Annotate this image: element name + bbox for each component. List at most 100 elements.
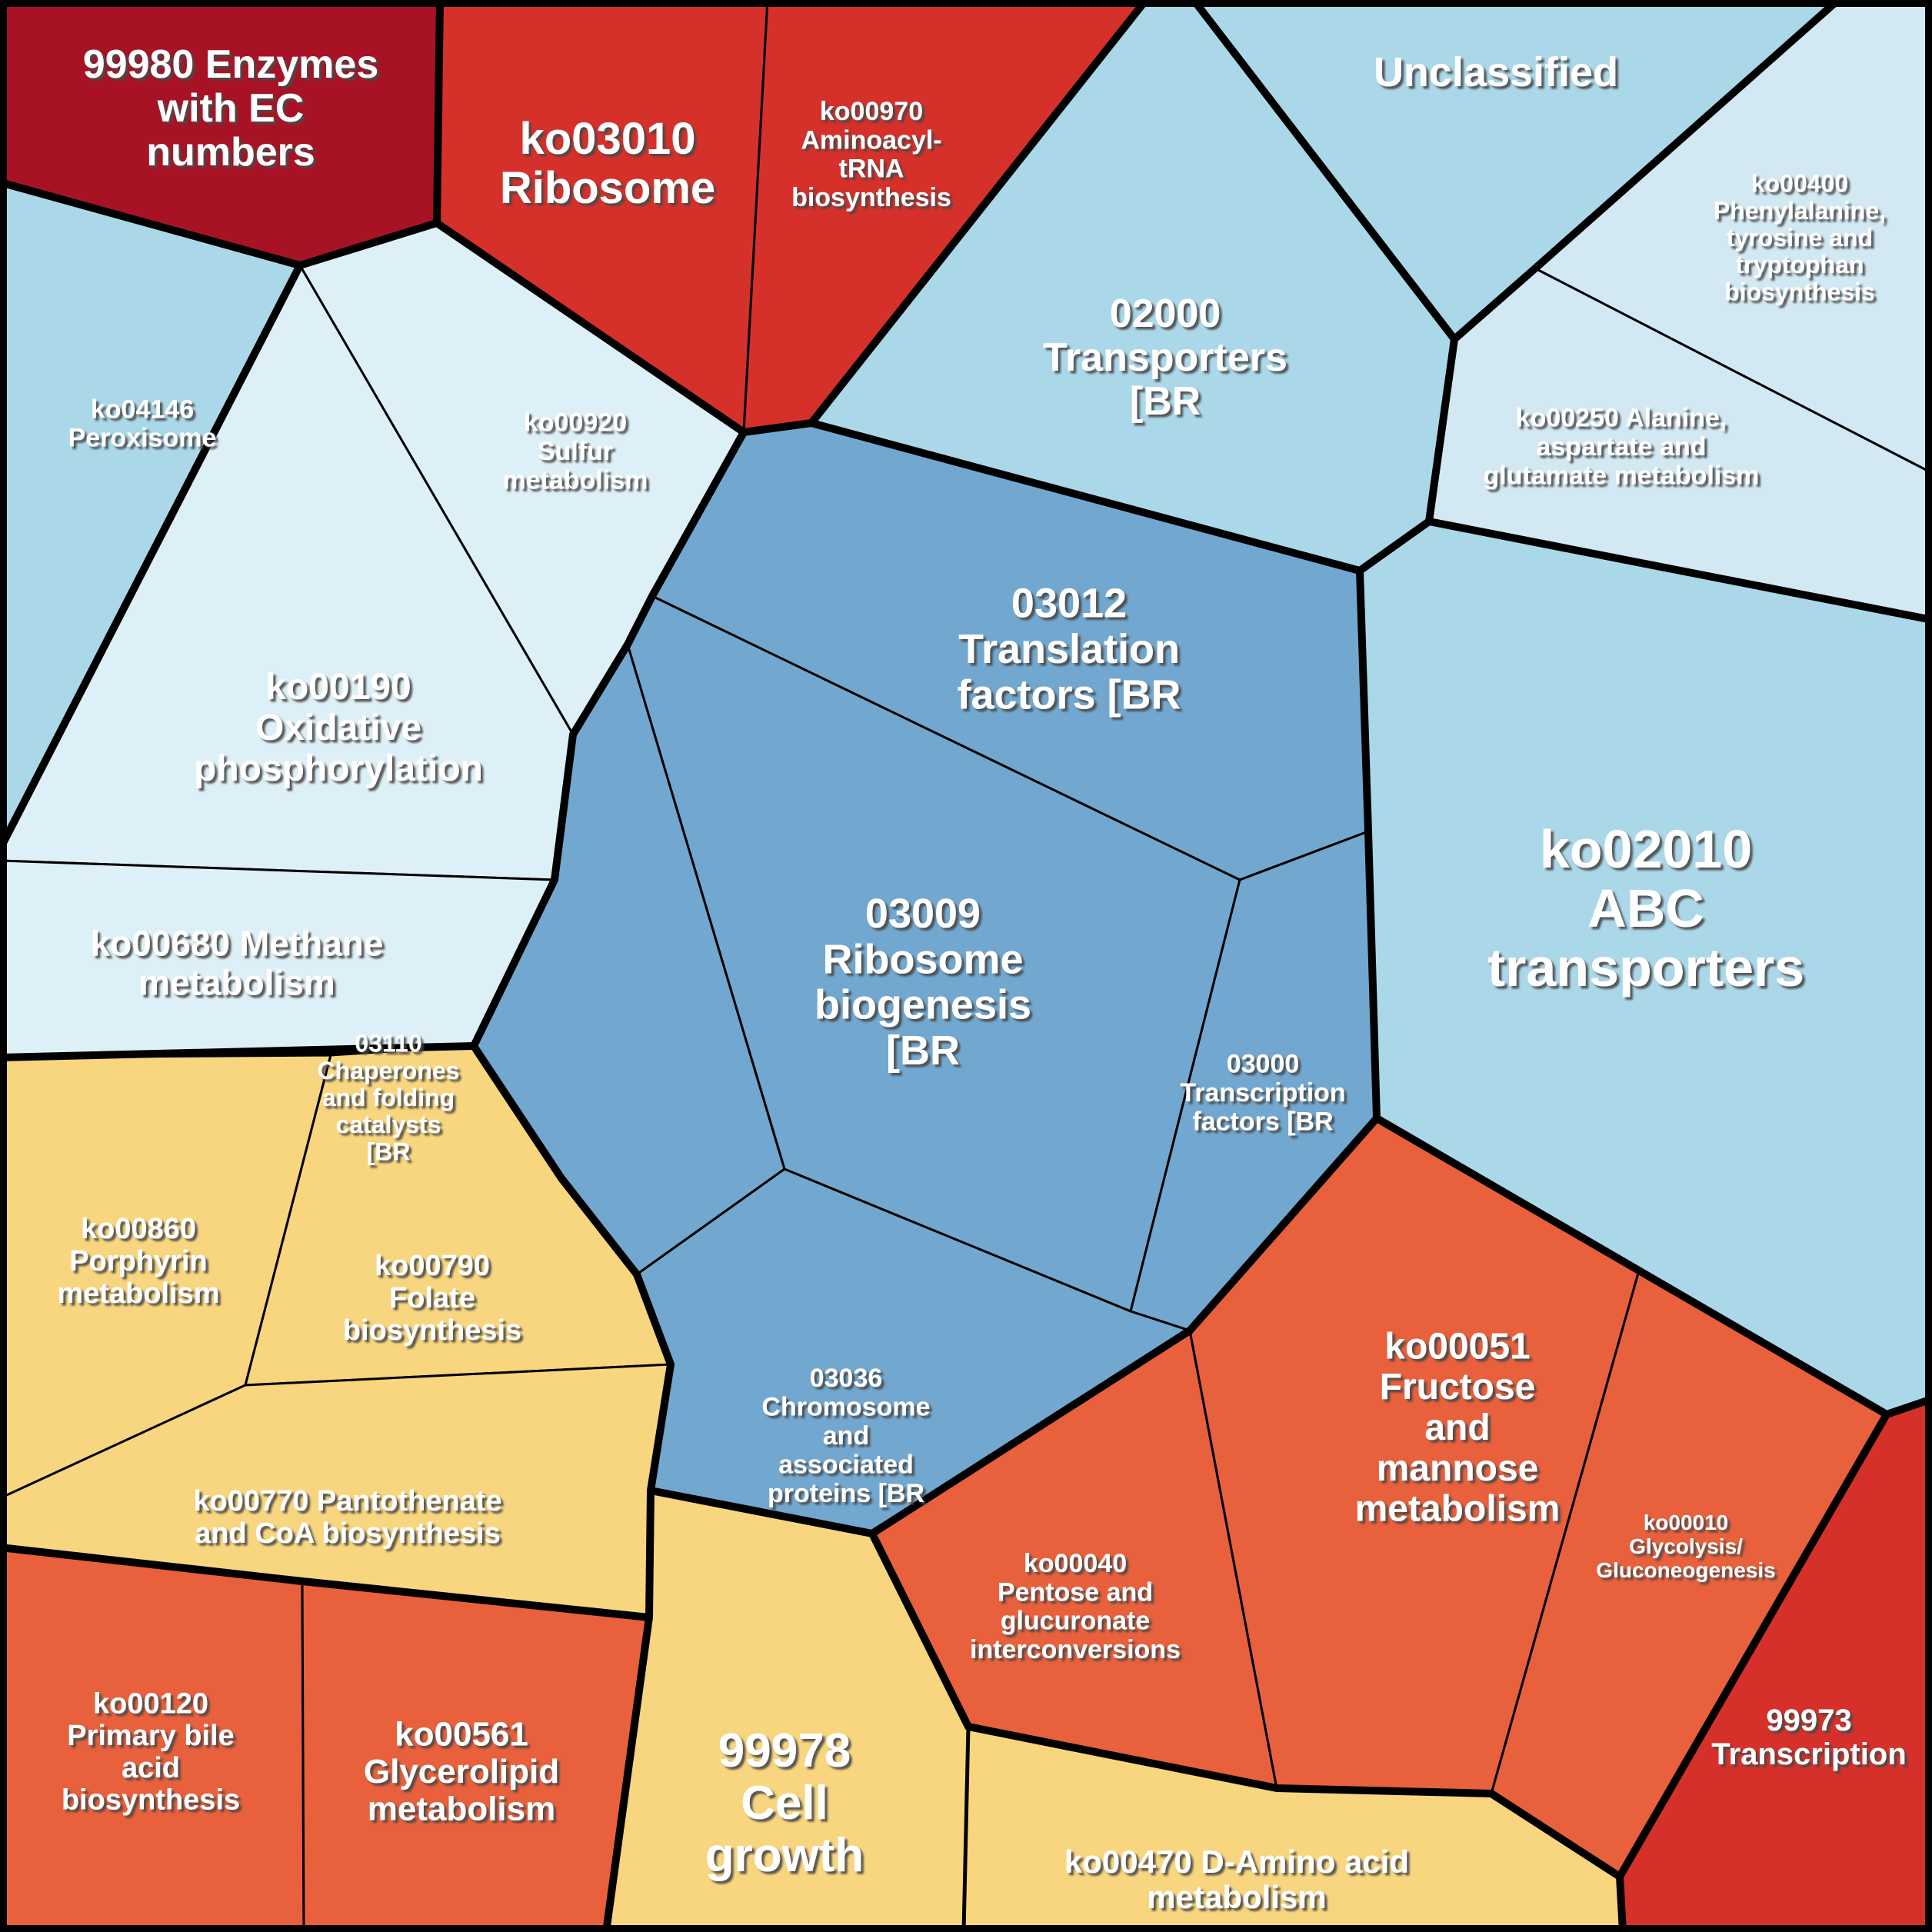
group-border <box>0 1042 478 1061</box>
group-border <box>0 261 304 853</box>
cell-label-line: ko02010 <box>1540 819 1752 879</box>
cell-label-line: Translation <box>958 626 1180 672</box>
cell-label-line: tryptophan <box>1735 251 1864 278</box>
cell-label-line: and CoA biosynthesis <box>195 1517 501 1550</box>
cell-label-99980: 99980 Enzymes with EC numbers <box>83 42 379 175</box>
cell-label-line: 03009 <box>865 891 981 937</box>
cell-label-line: metabolism <box>503 465 648 495</box>
cell-label-line: [BR <box>367 1138 411 1165</box>
group-border <box>0 1544 653 1621</box>
cell-label-line: [BR <box>886 1028 960 1074</box>
cell-label-line: Phenylalanine, <box>1714 197 1886 225</box>
cell-label-line: and folding <box>322 1084 455 1111</box>
cell-label-line: biosynthesis <box>62 1784 240 1817</box>
cell-label-line: ABC <box>1587 878 1704 938</box>
cell-label-line: ko00400 <box>1751 170 1848 198</box>
cell-label-ko00400: ko00400 Phenylalanine, tyrosine and tryptop… <box>1714 170 1886 306</box>
cell-label-99978: 99978 Cell growth <box>705 1724 864 1882</box>
cell-label-ko00680: ko00680 Methane metabolism <box>91 924 384 1003</box>
cell-label-line: factors [BR <box>1192 1107 1333 1136</box>
cell-label-line: Pentose and <box>998 1577 1153 1607</box>
cell-label-line: metabolism <box>368 1790 556 1827</box>
cell-label-line: 03000 <box>1227 1050 1300 1079</box>
cell-label-line: metabolism <box>1355 1489 1561 1530</box>
cell-label-line: Fructose <box>1380 1367 1536 1407</box>
cell-label-ko00470: ko00470 D-Amino acid metabolism <box>1064 1844 1409 1915</box>
cell-label-line: proteins [BR <box>768 1479 924 1508</box>
cell-label-line: associated <box>778 1450 914 1479</box>
cell-label-line: Chromosome <box>761 1393 930 1422</box>
cell-label-line: metabolism <box>1147 1879 1326 1915</box>
cell-label-line: 99973 <box>1766 1704 1851 1737</box>
cell-label-03000: 03000 Transcription factors [BR <box>1180 1050 1345 1137</box>
group-border <box>1616 1395 1932 1932</box>
group-border <box>868 1327 1194 1537</box>
cell-label-line: Chaperones <box>318 1057 460 1084</box>
cell-label-ko00860: ko00860 Porphyrin metabolism <box>57 1213 219 1310</box>
cell-label-line: metabolism <box>57 1277 219 1310</box>
cell-label-ko00120: ko00120 Primary bile acid biosynthesis <box>62 1687 240 1816</box>
cell-label-line: ko00920 <box>524 408 627 438</box>
cell-label-ko00970: ko00970 Aminoacyl-tRNA biosynthesis <box>791 97 951 212</box>
cell-label-line: biosynthesis <box>343 1314 521 1347</box>
cell-label-line: interconversions <box>970 1635 1181 1664</box>
group-border <box>1451 0 1842 343</box>
cell-label-ko03010: ko03010 Ribosome <box>500 114 715 213</box>
cell-label-ko00790: ko00790 Folate biosynthesis <box>343 1250 521 1347</box>
cell-label-line: phosphorylation <box>194 748 483 789</box>
cell-label-line: ko00790 <box>375 1250 490 1282</box>
group-border <box>964 1723 1624 1880</box>
cell-label-ko00770: ko00770 Pantothenate and CoA biosynthesis <box>193 1485 501 1550</box>
cell-label-03036: 03036 Chromosome and associated proteins [BR <box>761 1364 930 1508</box>
cell-label-line: 02000 <box>1110 291 1221 336</box>
cell-label-line: Aminoacyl- <box>801 125 941 155</box>
cell-label-line: ko00120 <box>93 1687 208 1720</box>
cell-label-line: catalysts <box>336 1111 441 1138</box>
cell-label-ko00250: ko00250 Alanine, aspartate and glutamate m… <box>1484 404 1760 491</box>
cell-label-line: Sulfur <box>538 437 613 466</box>
cell-label-line: 03036 <box>810 1364 883 1393</box>
group-border <box>470 1042 675 1494</box>
cell-label-line: metabolism <box>138 962 335 1002</box>
cell-label-line: Ribosome <box>500 163 715 213</box>
cell-label-line: transporters <box>1487 938 1804 998</box>
group-border <box>1186 1114 1381 1334</box>
cell-label-line: glucuronate <box>1001 1607 1151 1636</box>
group-border <box>1356 567 1890 1418</box>
cell-label-line: Primary bile <box>67 1720 235 1752</box>
cell-label-line: 99980 Enzymes <box>83 42 379 87</box>
group-border <box>645 1487 655 1621</box>
cell-label-line: and <box>823 1421 869 1451</box>
cell-label-line: Porphyrin <box>69 1245 207 1277</box>
cell-label-line: Peroxisome <box>68 424 217 453</box>
group-border <box>602 1614 653 1932</box>
cell-label-line: acid <box>122 1752 180 1784</box>
group-border <box>961 1724 971 1932</box>
cell-label-line: Oxidative <box>255 708 421 748</box>
cell-label-ko00190: ko00190 Oxidative phosphorylation <box>194 667 483 789</box>
cell-label-line: 03110 <box>355 1030 421 1058</box>
cell-label-Unclassified: Unclassified <box>1374 49 1618 95</box>
cell-label-line: biogenesis <box>814 982 1031 1028</box>
cell-label-line: ko00561 <box>395 1716 528 1754</box>
cell-label-line: Ribosome <box>822 936 1023 982</box>
cell-label-99973: 99973 Transcription <box>1711 1704 1906 1771</box>
group-border <box>868 1530 972 1730</box>
cell-label-line: ko00680 Methane <box>91 924 384 964</box>
cell-label-line: ko00040 <box>1024 1549 1127 1578</box>
cell-label-line: Transcription <box>1180 1078 1345 1108</box>
cell-label-02000: 02000 Transporters [BR <box>1043 291 1287 424</box>
cell-label-line: ko04146 <box>91 395 194 424</box>
cell-label-line: ko00051 <box>1384 1326 1531 1367</box>
cell-label-line: 99978 <box>718 1724 851 1777</box>
cell-label-line: aspartate and <box>1536 432 1706 461</box>
cell-label-03009: 03009 Ribosome biogenesis [BR <box>814 891 1031 1074</box>
cell-label-line: ko00010 <box>1644 1511 1729 1534</box>
cell-label-ko04146: ko04146 Peroxisome <box>68 395 217 452</box>
cell-label-03110: 03110 Chaperones and folding catalysts [BR <box>318 1030 460 1166</box>
cell-label-line: Transporters <box>1043 335 1287 380</box>
